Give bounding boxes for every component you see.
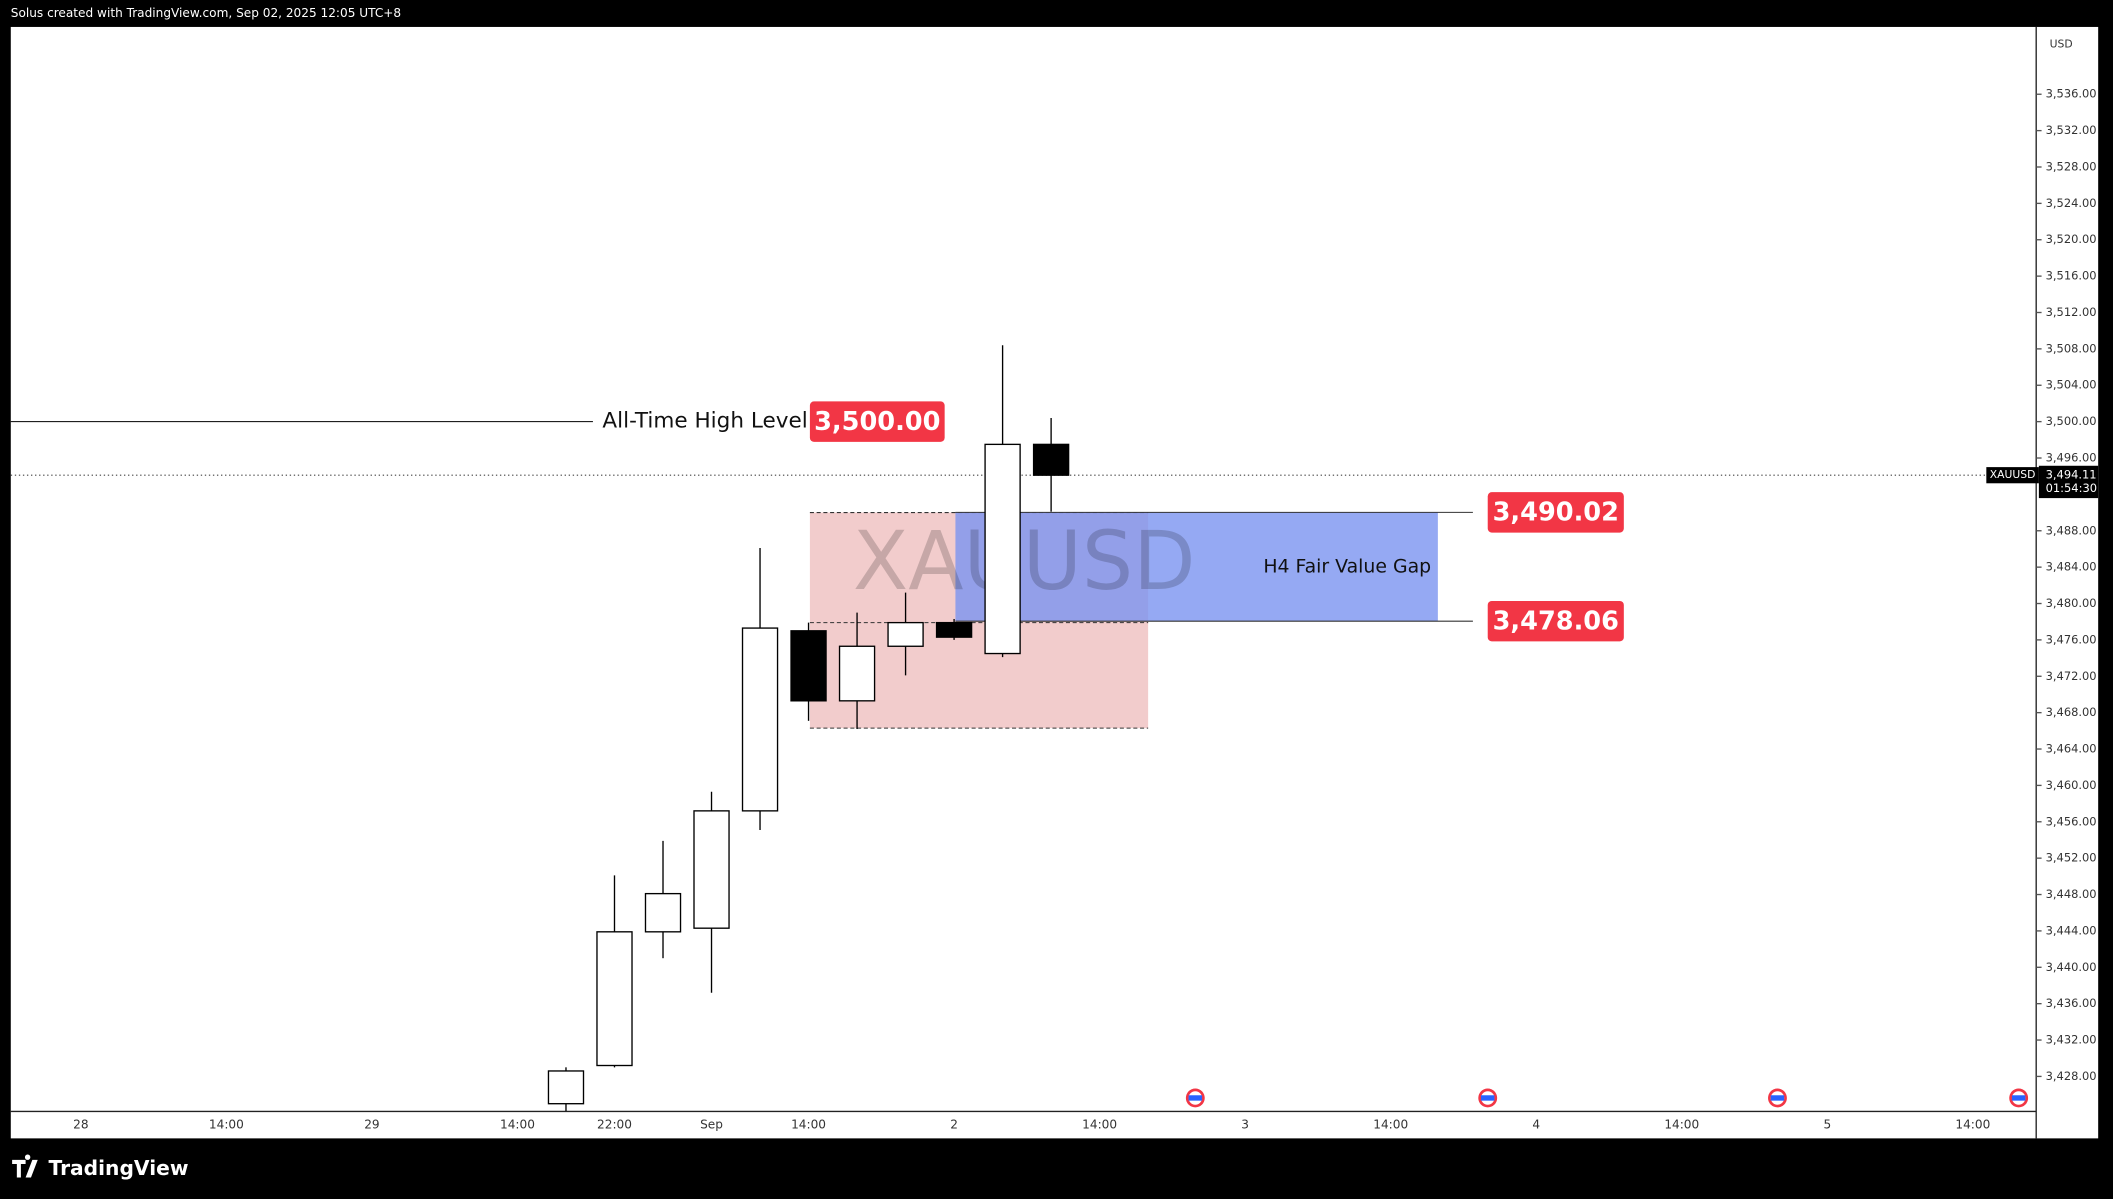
x-tick-label: 22:00 [597,1117,632,1131]
y-tick-label: 3,488.00 [2046,523,2097,537]
x-tick-label: 28 [73,1117,88,1131]
y-tick-label: 3,512.00 [2046,305,2097,319]
candle-body [887,621,924,647]
y-tick-label: 3,452.00 [2046,851,2097,865]
fvg-badge [1487,492,1624,533]
y-tick-label: 3,536.00 [2046,87,2097,101]
candle-body [693,810,730,929]
y-tick-label: 3,444.00 [2046,923,2097,937]
y-tick-label: 3,468.00 [2046,705,2097,719]
y-tick-label: 3,524.00 [2046,196,2097,210]
x-tick-label: 29 [364,1117,379,1131]
last-price-symbol: XAUUSD [1990,468,2036,481]
candle-body [838,645,876,702]
ath-text: All-Time High Level [602,409,807,434]
x-tick-label: 14:00 [500,1117,535,1131]
countdown: 01:54:30 [2046,481,2097,495]
y-tick-label: 3,508.00 [2046,341,2097,355]
fvg-zone [955,512,1438,622]
x-tick-label: 14:00 [1955,1117,1990,1131]
y-tick-label: 3,528.00 [2046,159,2097,173]
candle-body [741,627,779,812]
x-tick-label: 14:00 [209,1117,244,1131]
candle-body [935,621,973,638]
fvg-badge [1487,600,1624,642]
y-tick-label: 3,496.00 [2046,451,2097,465]
y-tick-label: 3,476.00 [2046,632,2097,646]
x-tick-label: 14:00 [1373,1117,1408,1131]
y-tick-label: 3,456.00 [2046,814,2097,828]
x-tick-label: 2 [950,1117,958,1131]
candle-body [644,892,682,933]
symbol-badge [1986,467,2039,484]
y-tick-label: 3,436.00 [2046,996,2097,1010]
candle-body [984,443,1021,655]
watermark: XAUUSD [853,515,1196,609]
ath-value-label: 3,500.00 [814,407,940,437]
fvg-text: H4 Fair Value Gap [1263,555,1431,577]
y-tick-label: 3,484.00 [2046,560,2097,574]
candle-body [790,630,827,702]
y-tick-label: 3,504.00 [2046,378,2097,392]
brand: TradingView [49,1156,189,1180]
candle-body [596,931,633,1067]
x-tick-label: 3 [1241,1117,1249,1131]
y-tick-label: 3,428.00 [2046,1069,2097,1083]
y-tick-label: 3,520.00 [2046,232,2097,246]
event-flags [1185,1088,2029,1108]
y-tick-label: 3,432.00 [2046,1033,2097,1047]
y-tick-label: 3,516.00 [2046,269,2097,283]
fvg-value-label: 3,490.02 [1493,498,1619,528]
fvg-value-label: 3,478.06 [1493,607,1619,637]
footer-logo [12,1154,38,1178]
y-axis-label: USD [2050,37,2073,50]
candle-body [547,1070,585,1105]
header: Solus created with TradingView.com, Sep … [11,6,401,20]
y-tick-label: 3,440.00 [2046,960,2097,974]
x-tick-label: Sep [700,1117,723,1131]
candle-body [1032,443,1070,476]
y-tick-label: 3,532.00 [2046,123,2097,137]
last-price-label: 3,494.11 [2046,468,2097,482]
y-tick-label: 3,448.00 [2046,887,2097,901]
y-tick-label: 3,464.00 [2046,742,2097,756]
x-tick-label: 4 [1532,1117,1540,1131]
y-tick-label: 3,500.00 [2046,414,2097,428]
x-tick-label: 5 [1823,1117,1831,1131]
ath-badge [809,401,945,442]
y-tick-label: 3,460.00 [2046,778,2097,792]
x-tick-label: 14:00 [791,1117,826,1131]
x-tick-label: 14:00 [1664,1117,1699,1131]
price-badge [2038,465,2099,499]
y-tick-label: 3,472.00 [2046,669,2097,683]
x-tick-label: 14:00 [1082,1117,1117,1131]
y-tick-label: 3,480.00 [2046,596,2097,610]
